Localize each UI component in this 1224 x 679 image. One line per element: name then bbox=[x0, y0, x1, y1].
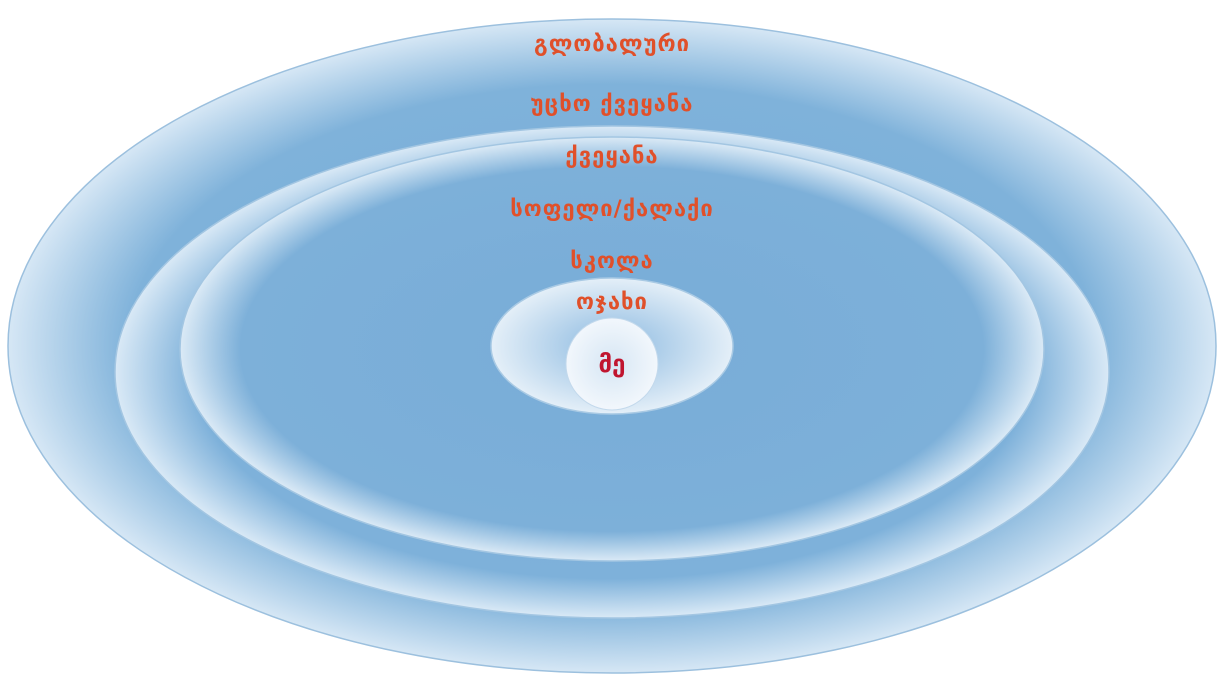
center-me-circle bbox=[565, 317, 659, 411]
label-country: ქვეყანა bbox=[565, 144, 658, 169]
label-family: ოჯახი bbox=[576, 290, 648, 315]
label-school: სკოლა bbox=[570, 249, 653, 274]
label-global: გლობალური bbox=[534, 32, 690, 57]
label-foreign-country: უცხო ქვეყანა bbox=[531, 92, 694, 117]
label-village-city: სოფელი/ქალაქი bbox=[510, 197, 713, 222]
label-me: მე bbox=[599, 350, 626, 378]
